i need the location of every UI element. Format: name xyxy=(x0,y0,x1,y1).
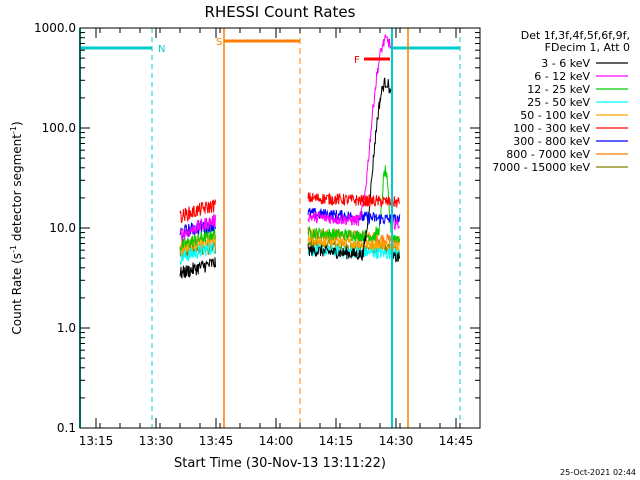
series-line-a-0 xyxy=(179,257,216,279)
legend-label-6: 300 - 800 keV xyxy=(513,135,590,148)
x-tick-label: 14:30 xyxy=(379,434,414,448)
y-tick-label: 100.0 xyxy=(42,121,76,135)
series-line-b-5 xyxy=(307,192,401,208)
x-tick-label: 14:00 xyxy=(259,434,294,448)
series-line-b-4 xyxy=(307,234,401,254)
legend-label-2: 12 - 25 keV xyxy=(527,83,590,96)
legend-header-1: FDecim 1, Att 0 xyxy=(545,41,630,54)
series-line-a-3 xyxy=(179,241,216,266)
x-axis-label: Start Time (30-Nov-13 13:11:22) xyxy=(174,456,386,471)
x-tick-label: 13:30 xyxy=(139,434,174,448)
annotation-label-s: S xyxy=(216,37,222,48)
series-line-a-2 xyxy=(179,227,216,252)
y-tick-label: 1000.0 xyxy=(34,21,76,35)
series-line-b-2 xyxy=(307,165,401,243)
series-line-a-5 xyxy=(179,199,216,224)
timestamp: 25-Oct-2021 02:44 xyxy=(560,468,636,477)
legend-label-8: 7000 - 15000 keV xyxy=(492,161,590,174)
x-tick-label: 13:45 xyxy=(199,434,234,448)
series-layer xyxy=(179,34,401,279)
legend-label-5: 100 - 300 keV xyxy=(513,122,590,135)
annotation-label-f: F xyxy=(354,55,360,66)
axes-layer: 0.1 1.0 10.0 100.0 1000.0 13:15 13:30 13:45 14:0… xyxy=(34,21,481,448)
series-line-b-0 xyxy=(307,77,401,264)
legend-label-1: 6 - 12 keV xyxy=(534,70,590,83)
x-tick-label: 14:45 xyxy=(439,434,474,448)
y-axis-label: Count Rate (s-1 detector segment-1) xyxy=(9,121,24,334)
legend-label-3: 25 - 50 keV xyxy=(527,96,590,109)
legend-label-7: 800 - 7000 keV xyxy=(506,148,590,161)
series-line-b-1 xyxy=(307,34,401,231)
legend-header-0: Det 1f,3f,4f,5f,6f,9f, xyxy=(521,29,630,42)
x-tick-label: 14:15 xyxy=(319,434,354,448)
annotation-layer: N S F xyxy=(79,28,461,428)
y-tick-label: 1.0 xyxy=(57,321,76,335)
plot-frame xyxy=(79,27,481,429)
y-tick-label: 0.1 xyxy=(57,421,76,435)
legend: Det 1f,3f,4f,5f,6f,9f,FDecim 1, Att 0 3 -… xyxy=(492,29,630,174)
series-line-a-1 xyxy=(179,213,216,242)
legend-label-0: 3 - 6 keV xyxy=(541,57,590,70)
annotation-label-n: N xyxy=(158,44,165,55)
x-tick-label: 13:15 xyxy=(79,434,114,448)
legend-label-4: 50 - 100 keV xyxy=(520,109,590,122)
y-tick-label: 10.0 xyxy=(49,221,76,235)
chart-title: RHESSI Count Rates xyxy=(205,3,356,21)
